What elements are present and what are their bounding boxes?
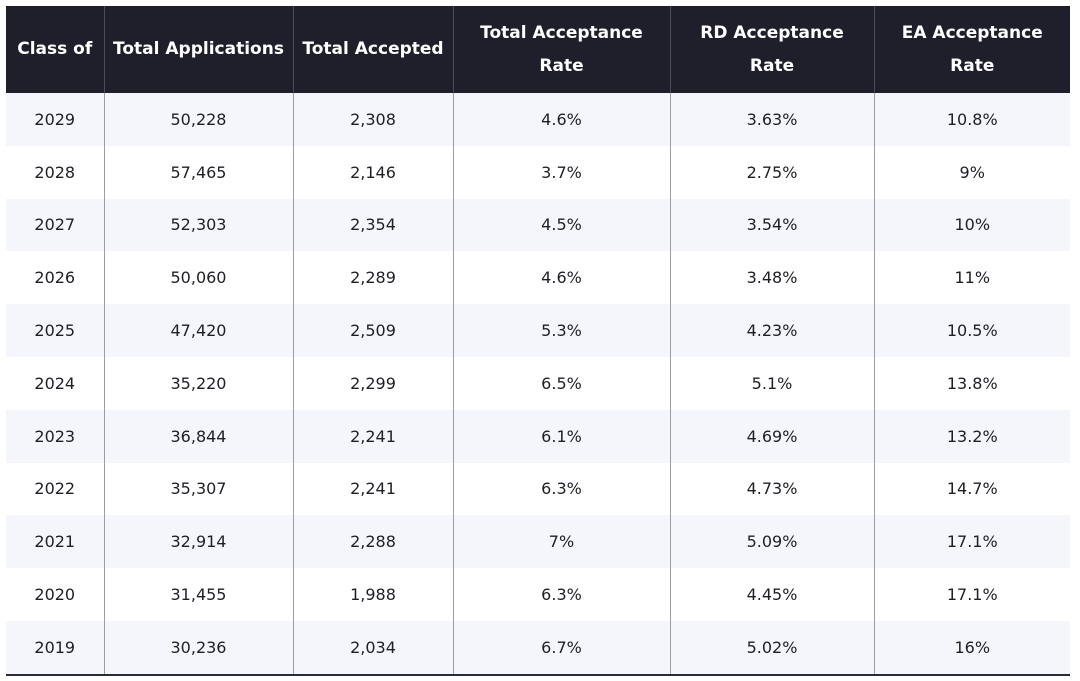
cell-total-applications: 47,420	[104, 304, 294, 357]
header-class-of: Class of	[6, 6, 105, 93]
cell-total-acceptance-rate: 6.1%	[453, 409, 671, 463]
cell-total-applications: 35,307	[104, 462, 294, 516]
cell-ea-acceptance-rate: 17.1%	[874, 568, 1070, 621]
cell-total-accepted: 2,241	[293, 409, 454, 463]
cell-ea-acceptance-rate: 14.7%	[874, 462, 1070, 516]
cell-total-accepted: 1,988	[293, 568, 454, 621]
cell-total-acceptance-rate: 3.7%	[453, 145, 671, 199]
cell-ea-acceptance-rate: 11%	[874, 251, 1070, 305]
cell-total-accepted: 2,146	[293, 145, 454, 199]
cell-total-applications: 31,455	[104, 568, 294, 621]
cell-rd-acceptance-rate: 3.63%	[670, 93, 875, 146]
cell-total-accepted: 2,034	[293, 620, 454, 675]
cell-ea-acceptance-rate: 16%	[874, 620, 1070, 675]
cell-ea-acceptance-rate: 9%	[874, 145, 1070, 199]
cell-class-of: 2023	[6, 409, 105, 463]
cell-total-accepted: 2,241	[293, 462, 454, 516]
cell-total-applications: 50,060	[104, 251, 294, 305]
cell-total-acceptance-rate: 6.7%	[453, 620, 671, 675]
cell-total-acceptance-rate: 6.3%	[453, 462, 671, 516]
cell-total-acceptance-rate: 7%	[453, 515, 671, 569]
table-row: 2029 50,228 2,308 4.6% 3.63% 10.8%	[6, 93, 1070, 146]
cell-total-accepted: 2,354	[293, 198, 454, 252]
header-rd-acceptance-rate: RD Acceptance Rate	[670, 6, 875, 93]
cell-total-acceptance-rate: 4.6%	[453, 251, 671, 305]
header-total-accepted: Total Accepted	[293, 6, 454, 93]
admissions-table: Class of Total Applications Total Accept…	[6, 6, 1070, 676]
cell-class-of: 2022	[6, 462, 105, 516]
table-row: 2026 50,060 2,289 4.6% 3.48% 11%	[6, 251, 1070, 305]
cell-class-of: 2020	[6, 568, 105, 621]
cell-total-applications: 35,220	[104, 356, 294, 410]
table-row: 2027 52,303 2,354 4.5% 3.54% 10%	[6, 198, 1070, 252]
cell-total-accepted: 2,509	[293, 304, 454, 357]
table-row: 2023 36,844 2,241 6.1% 4.69% 13.2%	[6, 409, 1070, 463]
cell-total-applications: 32,914	[104, 515, 294, 569]
table-row: 2022 35,307 2,241 6.3% 4.73% 14.7%	[6, 462, 1070, 516]
cell-rd-acceptance-rate: 4.45%	[670, 568, 875, 621]
cell-total-acceptance-rate: 4.5%	[453, 198, 671, 252]
cell-ea-acceptance-rate: 17.1%	[874, 515, 1070, 569]
cell-class-of: 2025	[6, 304, 105, 357]
table-row: 2028 57,465 2,146 3.7% 2.75% 9%	[6, 145, 1070, 199]
cell-rd-acceptance-rate: 4.69%	[670, 409, 875, 463]
cell-total-acceptance-rate: 6.3%	[453, 568, 671, 621]
cell-class-of: 2028	[6, 145, 105, 199]
table-body: 2029 50,228 2,308 4.6% 3.63% 10.8% 2028 57,465 2…	[6, 93, 1070, 675]
cell-rd-acceptance-rate: 5.1%	[670, 356, 875, 410]
cell-rd-acceptance-rate: 4.73%	[670, 462, 875, 516]
cell-class-of: 2021	[6, 515, 105, 569]
header-total-applications: Total Applications	[104, 6, 294, 93]
cell-total-applications: 30,236	[104, 620, 294, 675]
cell-rd-acceptance-rate: 5.09%	[670, 515, 875, 569]
cell-total-acceptance-rate: 4.6%	[453, 93, 671, 146]
table-row: 2020 31,455 1,988 6.3% 4.45% 17.1%	[6, 568, 1070, 621]
cell-class-of: 2029	[6, 93, 105, 146]
cell-total-accepted: 2,288	[293, 515, 454, 569]
cell-class-of: 2026	[6, 251, 105, 305]
cell-total-applications: 36,844	[104, 409, 294, 463]
cell-ea-acceptance-rate: 13.2%	[874, 409, 1070, 463]
header-total-acceptance-rate: Total Acceptance Rate	[453, 6, 671, 93]
table-header: Class of Total Applications Total Accept…	[6, 6, 1070, 93]
table-row: 2025 47,420 2,509 5.3% 4.23% 10.5%	[6, 304, 1070, 357]
header-ea-acceptance-rate: EA Acceptance Rate	[874, 6, 1070, 93]
table-row: 2021 32,914 2,288 7% 5.09% 17.1%	[6, 515, 1070, 569]
cell-total-accepted: 2,289	[293, 251, 454, 305]
table-row: 2019 30,236 2,034 6.7% 5.02% 16%	[6, 620, 1070, 675]
cell-ea-acceptance-rate: 10%	[874, 198, 1070, 252]
cell-total-accepted: 2,299	[293, 356, 454, 410]
header-row: Class of Total Applications Total Accept…	[6, 6, 1070, 93]
cell-total-acceptance-rate: 6.5%	[453, 356, 671, 410]
cell-total-applications: 57,465	[104, 145, 294, 199]
cell-ea-acceptance-rate: 10.8%	[874, 93, 1070, 146]
cell-ea-acceptance-rate: 13.8%	[874, 356, 1070, 410]
cell-rd-acceptance-rate: 4.23%	[670, 304, 875, 357]
cell-class-of: 2019	[6, 620, 105, 675]
admissions-table-container: Class of Total Applications Total Accept…	[6, 6, 1070, 676]
cell-total-accepted: 2,308	[293, 93, 454, 146]
cell-total-applications: 52,303	[104, 198, 294, 252]
cell-rd-acceptance-rate: 2.75%	[670, 145, 875, 199]
cell-total-applications: 50,228	[104, 93, 294, 146]
cell-ea-acceptance-rate: 10.5%	[874, 304, 1070, 357]
cell-class-of: 2024	[6, 356, 105, 410]
cell-rd-acceptance-rate: 3.48%	[670, 251, 875, 305]
cell-rd-acceptance-rate: 5.02%	[670, 620, 875, 675]
cell-total-acceptance-rate: 5.3%	[453, 304, 671, 357]
cell-class-of: 2027	[6, 198, 105, 252]
table-row: 2024 35,220 2,299 6.5% 5.1% 13.8%	[6, 356, 1070, 410]
cell-rd-acceptance-rate: 3.54%	[670, 198, 875, 252]
